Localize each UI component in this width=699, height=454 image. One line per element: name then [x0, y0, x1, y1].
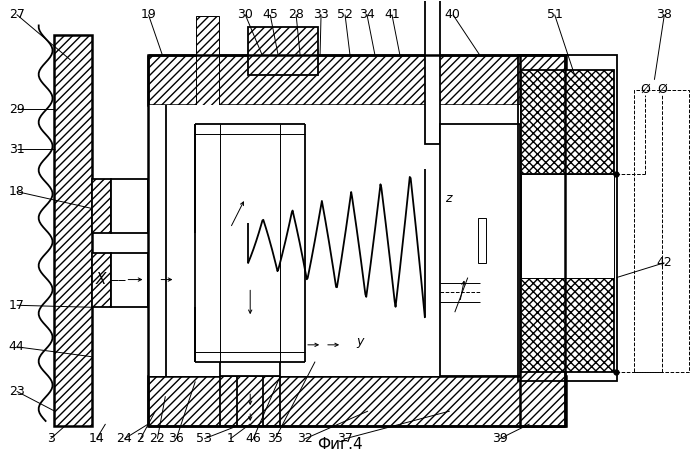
Bar: [148, 376, 565, 426]
Text: 35: 35: [267, 432, 283, 445]
Bar: [521, 174, 614, 277]
Text: 29: 29: [9, 103, 24, 116]
Text: 53: 53: [196, 432, 212, 445]
Text: 45: 45: [262, 8, 278, 21]
Text: 37: 37: [337, 432, 353, 445]
Text: 17: 17: [8, 299, 24, 312]
Text: 38: 38: [656, 8, 672, 21]
Bar: [196, 15, 219, 124]
Bar: [521, 70, 614, 174]
Bar: [148, 179, 166, 233]
Bar: [92, 253, 111, 307]
Text: 41: 41: [384, 8, 400, 21]
Text: X: X: [95, 272, 106, 287]
Bar: [219, 124, 281, 233]
Text: 46: 46: [245, 432, 261, 445]
Bar: [148, 55, 565, 104]
Text: 14: 14: [89, 432, 104, 445]
Text: 33: 33: [313, 8, 329, 21]
Text: 30: 30: [237, 8, 253, 21]
Bar: [196, 154, 219, 258]
Text: 22: 22: [150, 432, 165, 445]
Bar: [111, 253, 148, 307]
Text: 1: 1: [226, 432, 234, 445]
Bar: [248, 27, 318, 75]
Text: 24: 24: [117, 432, 132, 445]
Text: 44: 44: [9, 340, 24, 353]
Text: 19: 19: [140, 8, 157, 21]
Text: 36: 36: [168, 432, 185, 445]
Bar: [440, 124, 519, 376]
Text: 18: 18: [8, 185, 24, 198]
Text: 51: 51: [547, 8, 563, 21]
Text: 28: 28: [288, 8, 304, 21]
Text: 3: 3: [47, 432, 55, 445]
Text: 39: 39: [492, 432, 507, 445]
Text: 23: 23: [9, 385, 24, 398]
Text: Ø: Ø: [640, 83, 650, 96]
Text: 31: 31: [9, 143, 24, 156]
Bar: [92, 179, 111, 233]
Text: 32: 32: [297, 432, 313, 445]
Text: 2: 2: [136, 432, 145, 445]
Bar: [425, 0, 440, 144]
Text: Фиг.4: Фиг.4: [317, 437, 363, 452]
Bar: [111, 179, 148, 233]
Bar: [148, 253, 166, 307]
Bar: [166, 124, 195, 233]
Bar: [54, 35, 92, 426]
Bar: [477, 218, 486, 263]
Text: 52: 52: [337, 8, 353, 21]
Bar: [148, 104, 519, 376]
Text: z: z: [445, 192, 451, 205]
Text: y: y: [356, 336, 363, 348]
Bar: [518, 55, 617, 381]
Text: Ø: Ø: [658, 83, 668, 96]
Bar: [220, 376, 280, 426]
Text: 42: 42: [656, 256, 672, 269]
Text: 40: 40: [445, 8, 461, 21]
Text: 27: 27: [8, 8, 24, 21]
Bar: [635, 90, 689, 371]
Bar: [521, 277, 614, 371]
Bar: [519, 55, 565, 426]
Text: 34: 34: [359, 8, 375, 21]
